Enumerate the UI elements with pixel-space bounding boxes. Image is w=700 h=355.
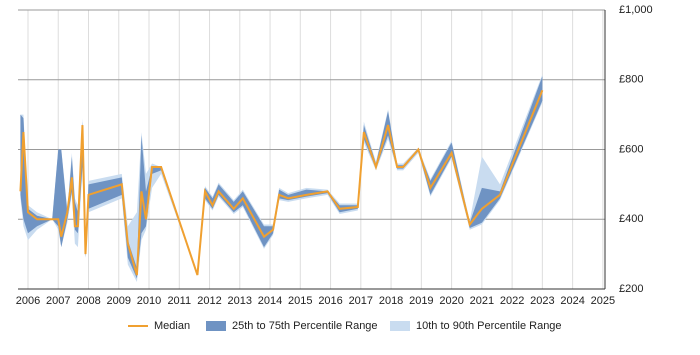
x-tick-label: 2019: [409, 295, 433, 307]
y-tick-label: £200: [619, 283, 643, 295]
x-tick-label: 2014: [258, 295, 282, 307]
x-tick-label: 2013: [228, 295, 252, 307]
legend-swatch: [206, 321, 226, 331]
x-tick-label: 2020: [439, 295, 463, 307]
x-tick-label: 2017: [349, 295, 373, 307]
x-tick-label: 2012: [197, 295, 221, 307]
x-tick-label: 2023: [530, 295, 554, 307]
range-area: [20, 76, 543, 279]
x-tick-label: 2010: [137, 295, 161, 307]
x-tick-label: 2022: [500, 295, 524, 307]
legend-swatch: [390, 321, 410, 331]
x-tick-label: 2025: [591, 295, 615, 307]
y-tick-label: £600: [619, 143, 643, 155]
x-tick-label: 2021: [470, 295, 494, 307]
median-line: [19, 89, 544, 276]
legend-label: Median: [154, 320, 190, 332]
x-tick-label: 2009: [107, 295, 131, 307]
x-tick-label: 2016: [318, 295, 342, 307]
legend-label: 10th to 90th Percentile Range: [416, 320, 562, 332]
x-tick-label: 2018: [379, 295, 403, 307]
legend-label: 25th to 75th Percentile Range: [232, 320, 378, 332]
x-tick-label: 2006: [16, 295, 40, 307]
x-tick-label: 2024: [560, 295, 584, 307]
x-tick-label: 2008: [76, 295, 100, 307]
x-tick-label: 2015: [288, 295, 312, 307]
x-tick-label: 2011: [167, 295, 191, 307]
y-tick-label: £800: [619, 74, 643, 86]
x-tick-label: 2007: [46, 295, 70, 307]
y-tick-label: £400: [619, 213, 643, 225]
y-tick-label: £1,000: [619, 4, 653, 16]
